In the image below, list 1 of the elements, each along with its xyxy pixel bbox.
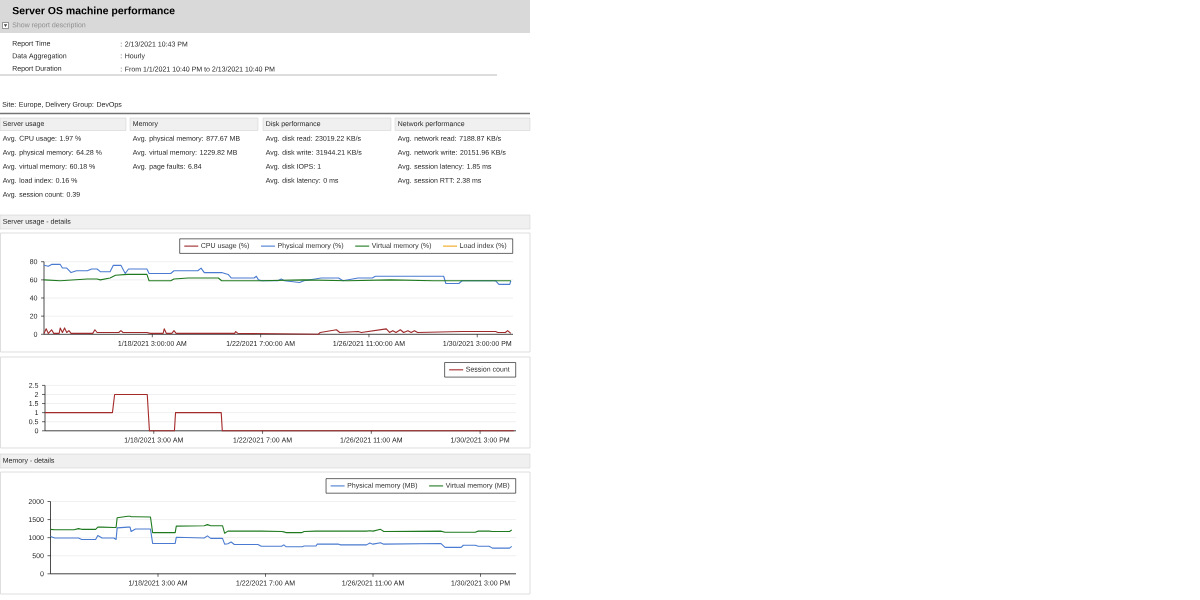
text: Server OS machine performance	[12, 6, 175, 17]
